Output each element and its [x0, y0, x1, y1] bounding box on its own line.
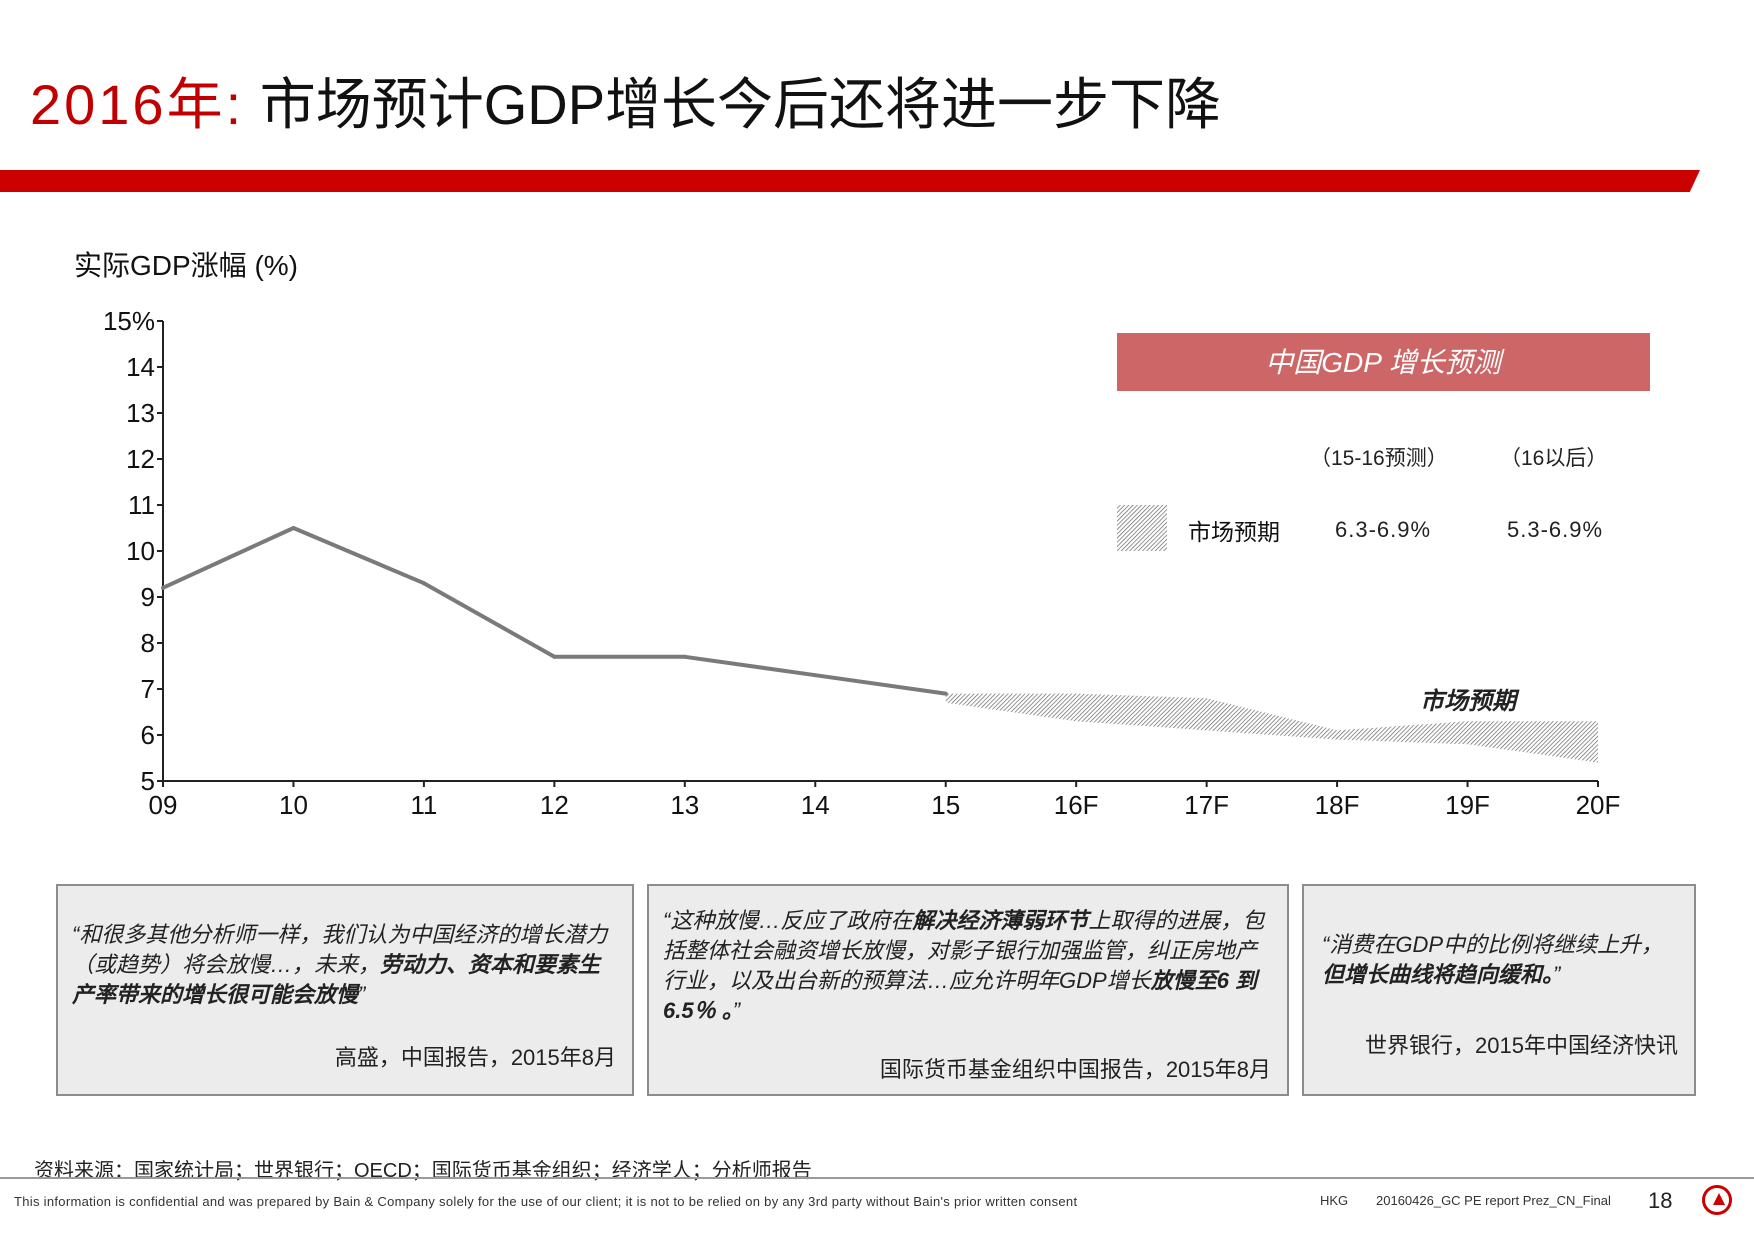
- y-tick-label: 15%: [103, 306, 155, 336]
- y-tick-label: 13: [126, 398, 155, 428]
- page-number: 18: [1648, 1188, 1673, 1213]
- legend-header-bg: [1117, 333, 1650, 391]
- y-tick-label: 6: [141, 720, 155, 750]
- disclaimer: This information is confidential and was…: [14, 1194, 1078, 1209]
- y-tick-label: 7: [141, 674, 155, 704]
- y-tick-label: 11: [128, 490, 155, 520]
- quote-text-part: “消费在GDP中的比例将继续上升，: [1322, 932, 1664, 957]
- quote-box-imf: “这种放慢…反应了政府在解决经济薄弱环节上取得的进展，包括整体社会融资增长放慢，…: [647, 884, 1289, 1096]
- title-text: 市场预计GDP增长今后还将进一步下降: [244, 73, 1222, 136]
- x-tick-label: 15: [931, 790, 960, 820]
- x-tick-label: 14: [801, 790, 830, 820]
- quote-text: “这种放慢…反应了政府在解决经济薄弱环节上取得的进展，包括整体社会融资增长放慢，…: [663, 906, 1275, 1026]
- title-divider-bar: [0, 170, 1700, 192]
- y-tick-label: 9: [141, 582, 155, 612]
- sources-note: 资料来源：国家统计局；世界银行；OECD；国际货币基金组织；经济学人；分析师报告: [34, 1160, 812, 1182]
- quote-source: 国际货币基金组织中国报告，2015年8月: [879, 1057, 1271, 1082]
- gdp-data-point: [813, 673, 818, 678]
- legend-col2: （16以后）: [1500, 447, 1607, 470]
- y-tick-label: 8: [141, 628, 155, 658]
- y-tick-label: 10: [126, 536, 155, 566]
- quote-box-worldbank: “消费在GDP中的比例将继续上升， 但增长曲线将趋向缓和。” 世界银行，2015年…: [1302, 884, 1696, 1096]
- x-tick-label: 20F: [1576, 790, 1621, 820]
- title-year: 2016年:: [30, 73, 245, 136]
- quote-highlight: 解决经济薄弱环节: [912, 908, 1089, 933]
- x-tick-label: 17F: [1184, 790, 1229, 820]
- quote-text: “消费在GDP中的比例将继续上升， 但增长曲线将趋向缓和。”: [1322, 930, 1682, 990]
- band-label: 市场预期: [1420, 688, 1520, 715]
- x-tick-label: 09: [149, 790, 178, 820]
- quote-highlight: 但增长曲线将趋向缓和。: [1322, 962, 1554, 987]
- quote-highlight: 放慢至6 到6.5％ 。: [663, 968, 1258, 1023]
- x-tick-label: 18F: [1315, 790, 1360, 820]
- quote-text-part: “这种放慢…反应了政府在: [663, 908, 913, 933]
- footer-divider: [0, 1177, 1754, 1179]
- gdp-data-point: [421, 581, 426, 586]
- gdp-data-point: [943, 691, 948, 696]
- x-tick-label: 11: [410, 790, 437, 820]
- gdp-data-point: [291, 526, 296, 530]
- gdp-chart: 实际GDP涨幅 (%) 5 6 7 8 9 10 11 12 13 14 15% 09 10 11 12 13…: [74, 250, 1650, 820]
- chart-title: 实际GDP涨幅 (%): [74, 250, 298, 281]
- x-tick-label: 10: [279, 790, 308, 820]
- x-tick-label: 16F: [1054, 790, 1099, 820]
- quote-text-part: “和很多其他分析师一样，我们认为中国经济的增长潜力（或趋势）将会放慢…，未来，: [72, 922, 608, 977]
- page-title: 2016年: 市场预计GDP增长今后还将进一步下降: [30, 60, 1221, 141]
- quote-text-part: 上取得的进展，包括整体社会融资增长放慢，对影子银行加强监管，纠正房地产行业，以及…: [663, 908, 1265, 993]
- gdp-actual-line: [162, 526, 947, 696]
- legend-col1: （15-16预测）: [1310, 447, 1448, 470]
- quote-box-goldman: “和很多其他分析师一样，我们认为中国经济的增长潜力（或趋势）将会放慢…，未来，劳…: [56, 884, 634, 1096]
- quote-text-part: ”: [1553, 962, 1561, 987]
- quote-source: 高盛，中国报告，2015年8月: [334, 1045, 616, 1070]
- quote-text-part: ”: [732, 998, 741, 1023]
- legend-header: 中国GDP 增长预测: [1265, 347, 1504, 378]
- legend-swatch: [1117, 505, 1167, 551]
- y-tick-label: 12: [126, 444, 155, 474]
- bain-logo-icon: [1702, 1185, 1732, 1215]
- forecast-band: [945, 693, 1598, 763]
- gdp-data-point: [161, 585, 165, 590]
- y-tick-label: 14: [126, 352, 155, 382]
- quote-text-part: ”: [358, 982, 366, 1007]
- y-tick-label: 5: [141, 766, 155, 796]
- quote-source: 世界银行，2015年中国经济快讯: [1365, 1033, 1678, 1058]
- quote-highlight: 劳动力、资本和要素生产率带来的增长很可能会放慢: [72, 952, 601, 1007]
- legend-row-val2: 5.3-6.9%: [1507, 517, 1603, 542]
- gdp-data-point: [682, 654, 687, 659]
- x-tick-label: 19F: [1445, 790, 1490, 820]
- x-tick-label: 12: [540, 790, 569, 820]
- legend-row-val1: 6.3-6.9%: [1335, 517, 1431, 542]
- quote-text: “和很多其他分析师一样，我们认为中国经济的增长潜力（或趋势）将会放慢…，未来，劳…: [72, 920, 620, 1010]
- legend-row-label: 市场预期: [1188, 519, 1280, 545]
- gdp-data-point: [552, 654, 557, 659]
- footer-file: 20160426_GC PE report Prez_CN_Final: [1376, 1193, 1611, 1208]
- footer-region: HKG: [1320, 1193, 1349, 1208]
- x-tick-label: 13: [670, 790, 699, 820]
